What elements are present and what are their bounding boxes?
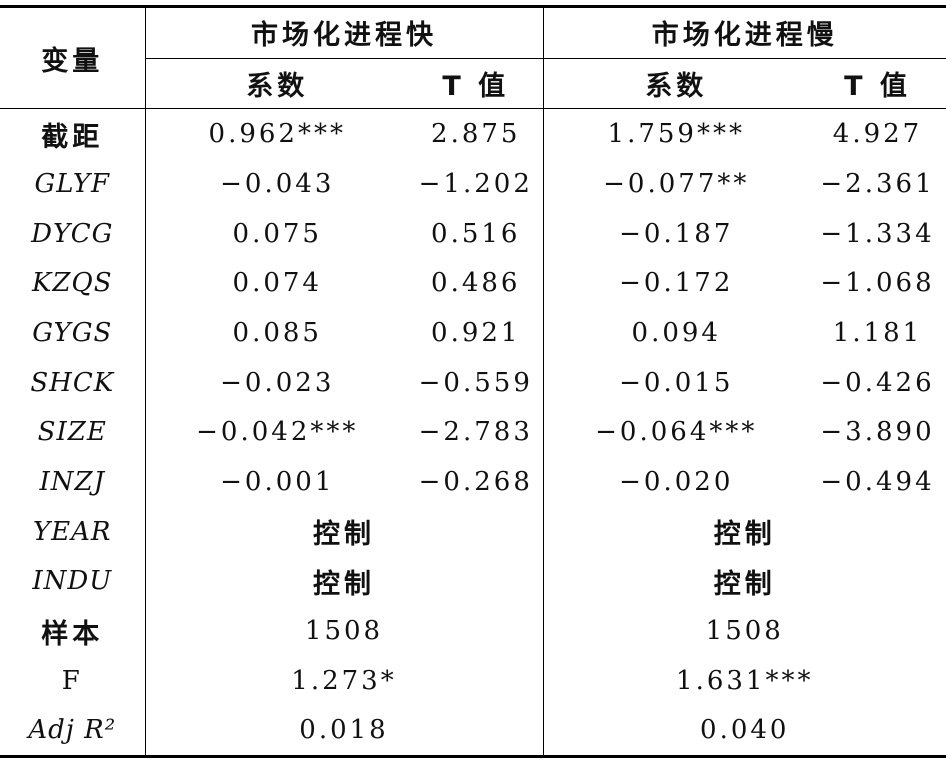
cell: 0.018 (145, 705, 544, 757)
table-row: GYGS 0.085 0.921 0.094 1.181 (0, 308, 946, 358)
cell: 0.921 (409, 308, 544, 358)
cell: 0.075 (232, 218, 322, 249)
cell: −1.068 (820, 268, 935, 299)
table-row: GLYF −0.043 −1.202 −0.077** −2.361 (0, 159, 946, 209)
table-row: SHCK −0.023 −0.559 −0.015 −0.426 (0, 357, 946, 408)
table-row: SIZE −0.042*** −2.783 −0.064*** −3.890 (0, 407, 946, 458)
group-header: 市场化进程慢 (543, 6, 946, 59)
cell: −0.268 (409, 457, 544, 507)
cell: 0.962*** (208, 119, 346, 150)
cell: −0.001 (220, 467, 335, 498)
cell: −0.023 (220, 367, 335, 398)
cell: −1.334 (820, 218, 935, 249)
cell: −2.783 (409, 407, 544, 458)
table-row: Adj R² 0.018 0.040 (0, 705, 946, 757)
header-row: 变量 市场化进程快 市场化进程慢 (0, 6, 946, 110)
cell: 0.516 (409, 208, 544, 259)
variable-name: INZJ (0, 457, 146, 507)
subheader-row: 系数 T 值 系数 T 值 (0, 58, 946, 110)
table-row: DYCG 0.075 0.516 −0.187 −1.334 (0, 208, 946, 259)
cell: 控制 (145, 506, 544, 557)
sub-header: 系数 (543, 58, 809, 110)
variable-name: 截距 (0, 108, 146, 160)
variable-name: DYCG (0, 208, 146, 259)
cell: −0.064*** (595, 417, 758, 448)
table-row: 截距 0.962*** 2.875 1.759*** 4.927 (0, 108, 946, 160)
variable-name: Adj R² (0, 705, 146, 757)
cell: 1.181 (832, 317, 923, 348)
variable-name: SIZE (0, 407, 146, 458)
cell: 0.486 (409, 258, 544, 309)
cell: 4.927 (832, 119, 923, 150)
cell: −0.020 (619, 467, 734, 498)
cell: 1508 (145, 606, 544, 656)
cell: 0.074 (232, 268, 322, 299)
variable-name: KZQS (0, 258, 146, 309)
cell: −0.494 (820, 467, 935, 498)
cell: −0.187 (619, 218, 734, 249)
regression-table: 变量 市场化进程快 市场化进程慢 系数 T 值 系数 T 值 截距 0.962**… (0, 5, 946, 759)
cell: −0.172 (619, 268, 734, 299)
cell: 1.273* (145, 655, 544, 706)
table-row: F 1.273* 1.631*** (0, 655, 946, 706)
cell: 控制 (713, 519, 776, 551)
cell: −1.202 (409, 159, 544, 209)
variable-name: INDU (0, 556, 146, 607)
cell: 控制 (145, 556, 544, 607)
cell: −0.015 (619, 367, 734, 398)
variable-header: 变量 (0, 6, 146, 110)
variable-name: SHCK (0, 357, 146, 408)
variable-name: F (0, 655, 146, 706)
sub-header: T 值 (809, 58, 946, 110)
table-row: 样本 1508 1508 (0, 606, 946, 656)
cell: 0.094 (631, 317, 721, 348)
cell: −3.890 (820, 417, 935, 448)
cell: 1.759*** (607, 119, 745, 150)
variable-name: GLYF (0, 159, 146, 209)
variable-name: GYGS (0, 308, 146, 358)
cell: 0.040 (700, 715, 790, 746)
cell: −0.077** (603, 168, 750, 199)
table-row: INZJ −0.001 −0.268 −0.020 −0.494 (0, 457, 946, 507)
cell: 1.631*** (676, 665, 814, 696)
table-row: KZQS 0.074 0.486 −0.172 −1.068 (0, 258, 946, 309)
table-row: YEAR 控制 控制 (0, 506, 946, 557)
group-header: 市场化进程快 (145, 6, 544, 59)
cell: −0.043 (220, 168, 335, 199)
cell: 0.085 (232, 317, 322, 348)
cell: −0.042*** (196, 417, 359, 448)
table-row: INDU 控制 控制 (0, 556, 946, 607)
cell: −0.559 (409, 357, 544, 408)
sub-header: 系数 (145, 58, 409, 110)
cell: 控制 (713, 568, 776, 600)
cell: 2.875 (409, 108, 544, 160)
cell: 1508 (705, 616, 784, 647)
variable-name: YEAR (0, 506, 146, 557)
sub-header: T 值 (409, 58, 544, 110)
cell: −0.426 (820, 367, 935, 398)
cell: −2.361 (820, 168, 935, 199)
variable-name: 样本 (0, 606, 146, 656)
